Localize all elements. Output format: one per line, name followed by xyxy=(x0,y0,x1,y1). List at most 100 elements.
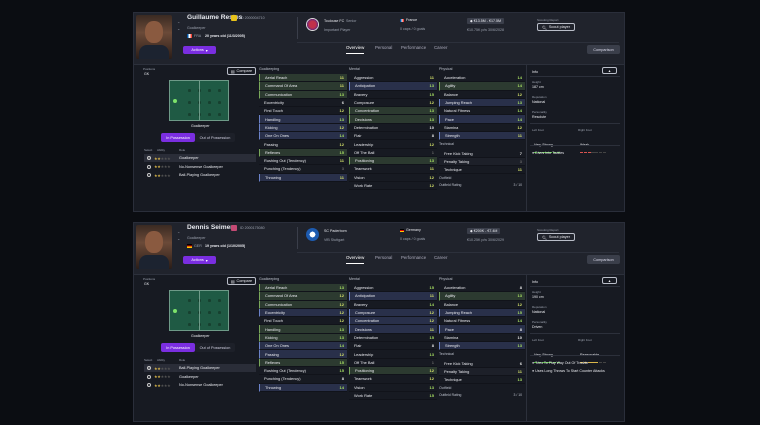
prev-next-player-arrows[interactable]: ⌃ ⌄ xyxy=(177,21,181,31)
attribute-row[interactable]: Work Rate 15 xyxy=(349,392,437,401)
attribute-row[interactable]: Acceleration 14 xyxy=(439,74,525,83)
attribute-row[interactable]: Handling 13 xyxy=(259,325,347,334)
attribute-row[interactable]: First Touch 12 xyxy=(259,107,347,116)
scout-player-button[interactable]: 🔍︎ Scout player xyxy=(537,233,575,241)
role-radio[interactable] xyxy=(147,173,151,177)
attribute-row[interactable]: Rushing Out (Tendency) 15 xyxy=(259,367,347,376)
tab-personal[interactable]: Personal xyxy=(375,45,393,50)
attribute-row[interactable]: One On Ones 14 xyxy=(259,132,347,141)
attribute-row[interactable]: Stamina 12 xyxy=(439,124,525,133)
role-row[interactable]: ★★★★★ No-Nonsense Goalkeeper xyxy=(144,163,256,171)
attribute-row[interactable]: Acceleration 8 xyxy=(439,284,525,293)
tab-career[interactable]: Career xyxy=(434,45,448,50)
role-row[interactable]: ★★★★★ Ball-Playing Goalkeeper xyxy=(144,171,256,179)
attribute-row[interactable]: Bravery 15 xyxy=(349,91,437,99)
in-possession-tab[interactable]: In Possession xyxy=(161,133,195,142)
attribute-row[interactable]: Pace 14 xyxy=(439,115,525,124)
attribute-row[interactable]: Concentration 13 xyxy=(349,107,437,116)
attribute-row[interactable]: Positioning 12 xyxy=(349,366,437,376)
tab-overview[interactable]: Overview xyxy=(346,45,365,54)
attribute-row[interactable]: Composure 12 xyxy=(349,308,437,318)
attribute-row[interactable]: Agility 14 xyxy=(439,82,525,91)
attribute-row[interactable]: Determination 10 xyxy=(349,124,437,133)
role-radio[interactable] xyxy=(147,383,151,387)
attribute-row[interactable]: Passing 12 xyxy=(259,140,347,149)
info-toggle-button[interactable]: ▴ xyxy=(602,67,617,74)
compare-button[interactable]: ▤ Compare xyxy=(227,67,256,75)
attribute-row[interactable]: Off The Ball 1 xyxy=(349,359,437,367)
attribute-row[interactable]: Teamwork 11 xyxy=(349,165,437,174)
attribute-row[interactable]: Punching (Tendency) 3 xyxy=(259,165,347,174)
attribute-row[interactable]: Throwing 11 xyxy=(259,173,347,182)
tab-performance[interactable]: Performance xyxy=(401,45,427,50)
attribute-row[interactable]: Natural Fitness 14 xyxy=(439,107,525,116)
actions-button[interactable]: Actions ▾ xyxy=(183,256,216,264)
attribute-row[interactable]: Agility 13 xyxy=(439,292,525,301)
prev-next-player-arrows[interactable]: ⌃ ⌄ xyxy=(177,231,181,241)
attribute-row[interactable]: Pace 8 xyxy=(439,325,525,334)
attribute-row[interactable]: Determination 15 xyxy=(349,334,437,343)
role-row[interactable]: ★★★★★ No-Nonsense Goalkeeper xyxy=(144,381,256,389)
attribute-row[interactable]: Aerial Reach 11 xyxy=(259,74,347,83)
attribute-row[interactable]: Eccentricity 6 xyxy=(259,99,347,108)
tab-personal[interactable]: Personal xyxy=(375,255,393,260)
attribute-row[interactable]: Teamwork 12 xyxy=(349,375,437,384)
attribute-row[interactable]: Leadership 13 xyxy=(349,350,437,359)
attribute-row[interactable]: Composure 12 xyxy=(349,99,437,108)
in-possession-tab[interactable]: In Possession xyxy=(161,343,195,352)
attribute-row[interactable]: Vision 12 xyxy=(349,174,437,182)
attribute-row[interactable]: Balance 12 xyxy=(439,91,525,99)
attribute-row[interactable]: Decisions 13 xyxy=(349,115,437,124)
nation-name[interactable]: France xyxy=(406,18,418,22)
comparison-button[interactable]: Comparison xyxy=(587,45,620,54)
club-name[interactable]: Toulouse FC xyxy=(324,19,345,23)
attribute-row[interactable]: Free Kick Taking 7 xyxy=(439,149,525,158)
attribute-row[interactable]: Rushing Out (Tendency) 11 xyxy=(259,157,347,166)
scout-player-button[interactable]: 🔍︎ Scout player xyxy=(537,23,575,31)
position-pitch[interactable] xyxy=(169,80,229,121)
nation-name[interactable]: Germany xyxy=(406,228,421,232)
attribute-row[interactable]: Penalty Taking 11 xyxy=(439,367,525,376)
role-row[interactable]: ★★★★★ Goalkeeper xyxy=(144,373,256,381)
attribute-row[interactable]: First Touch 12 xyxy=(259,317,347,326)
attribute-row[interactable]: Aggression 11 xyxy=(349,74,437,83)
attribute-row[interactable]: Aerial Reach 13 xyxy=(259,284,347,293)
attribute-row[interactable]: Kicking 13 xyxy=(259,333,347,343)
position-pitch[interactable] xyxy=(169,290,229,331)
actions-button[interactable]: Actions ▾ xyxy=(183,46,216,54)
attribute-row[interactable]: Aggression 15 xyxy=(349,284,437,293)
attribute-row[interactable]: Anticipation 13 xyxy=(349,82,437,91)
info-toggle-button[interactable]: ▴ xyxy=(602,277,617,284)
attribute-row[interactable]: Natural Fitness 14 xyxy=(439,317,525,326)
attribute-row[interactable]: Anticipation 11 xyxy=(349,292,437,301)
attribute-row[interactable]: Off The Ball 1 xyxy=(349,149,437,157)
attribute-row[interactable]: Strength 11 xyxy=(439,132,525,141)
comparison-button[interactable]: Comparison xyxy=(587,255,620,264)
attribute-row[interactable]: Free Kick Taking 6 xyxy=(439,359,525,368)
attribute-row[interactable]: Decisions 11 xyxy=(349,325,437,334)
attribute-row[interactable]: Bravery 14 xyxy=(349,301,437,309)
out-of-possession-tab[interactable]: Out of Possession xyxy=(195,343,235,352)
attribute-row[interactable]: Command Of Area 11 xyxy=(259,82,347,91)
attribute-row[interactable]: Balance 12 xyxy=(439,301,525,309)
attribute-row[interactable]: Kicking 12 xyxy=(259,123,347,133)
tab-career[interactable]: Career xyxy=(434,255,448,260)
attribute-row[interactable]: Communication 12 xyxy=(259,300,347,309)
attribute-row[interactable]: Reflexes 15 xyxy=(259,358,347,367)
attribute-row[interactable]: Command Of Area 12 xyxy=(259,292,347,301)
attribute-row[interactable]: Positioning 13 xyxy=(349,156,437,166)
attribute-row[interactable]: Technique 13 xyxy=(439,376,525,385)
attribute-row[interactable]: Work Rate 12 xyxy=(349,182,437,191)
attribute-row[interactable]: Handling 13 xyxy=(259,115,347,124)
attribute-row[interactable]: Jumping Reach 13 xyxy=(439,98,525,108)
club-name[interactable]: SC Paderborn xyxy=(324,229,347,233)
attribute-row[interactable]: Concentration 12 xyxy=(349,317,437,326)
attribute-row[interactable]: Eccentricity 12 xyxy=(259,308,347,318)
attribute-row[interactable]: Technique 11 xyxy=(439,166,525,175)
attribute-row[interactable]: Passing 12 xyxy=(259,350,347,359)
role-row[interactable]: ★★★★★ Ball-Playing Goalkeeper xyxy=(144,364,256,372)
role-radio[interactable] xyxy=(147,374,151,379)
role-row[interactable]: ★★★★★ Goalkeeper xyxy=(144,154,256,162)
attribute-row[interactable]: Vision 13 xyxy=(349,384,437,392)
attribute-row[interactable]: Punching (Tendency) 8 xyxy=(259,375,347,384)
